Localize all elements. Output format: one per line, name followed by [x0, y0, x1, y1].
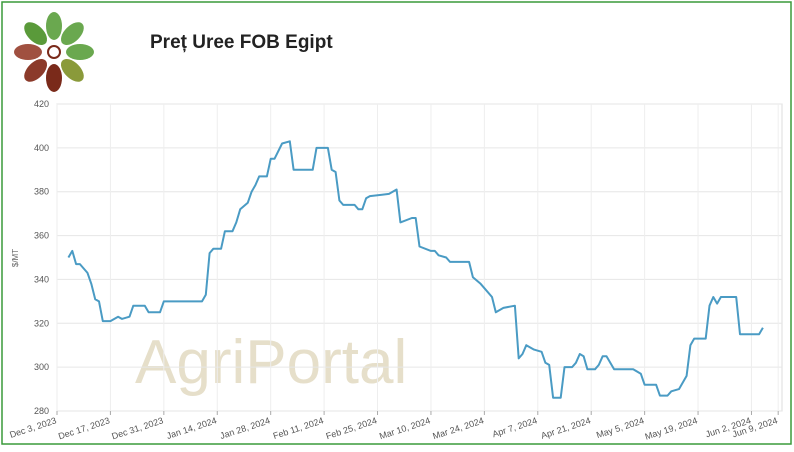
line-series — [67, 140, 764, 399]
y-tick-label: 360 — [34, 231, 49, 241]
y-tick-label: 400 — [34, 143, 49, 153]
logo — [14, 12, 94, 92]
y-tick-label: 420 — [34, 99, 49, 109]
y-tick-label: 340 — [34, 274, 49, 284]
y-tick-label: 380 — [34, 187, 49, 197]
y-axis-label: $/MT — [11, 249, 20, 267]
y-tick-label: 320 — [34, 318, 49, 328]
y-tick-label: 280 — [34, 406, 49, 416]
y-tick-label: 300 — [34, 362, 49, 372]
frame — [1, 1, 792, 445]
chart-title: Preț Uree FOB Egipt — [150, 32, 333, 53]
